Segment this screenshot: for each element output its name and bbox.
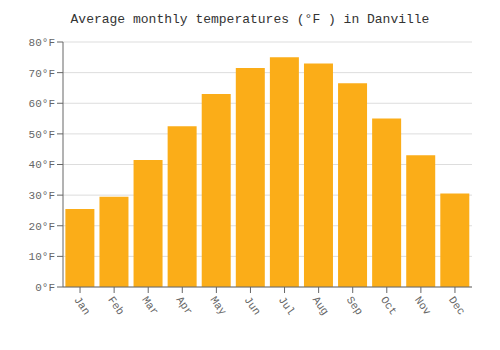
svg-text:30°F: 30°F <box>29 190 55 202</box>
svg-text:Dec: Dec <box>446 294 467 317</box>
html-text:Average monthly temperatures (: Average monthly temperatures (°F ) in Da… <box>70 12 430 27</box>
svg-text:50°F: 50°F <box>29 129 55 141</box>
svg-text:Jun: Jun <box>242 294 263 317</box>
svg-text:Sep: Sep <box>344 294 365 317</box>
svg-text:Apr: Apr <box>173 294 194 317</box>
svg-text:Nov: Nov <box>412 294 433 317</box>
svg-text:Aug: Aug <box>310 294 331 317</box>
svg-text:80°F: 80°F <box>29 37 55 49</box>
svg-text:Feb: Feb <box>105 294 126 317</box>
svg-text:20°F: 20°F <box>29 221 55 233</box>
svg-text:40°F: 40°F <box>29 159 55 171</box>
svg-text:Oct: Oct <box>378 294 399 317</box>
svg-text:0°F: 0°F <box>35 282 55 294</box>
svg-text:Jul: Jul <box>276 294 297 317</box>
svg-text:10°F: 10°F <box>29 251 55 263</box>
svg-text:Mar: Mar <box>139 294 160 317</box>
svg-text:Jan: Jan <box>71 294 92 317</box>
svg-text:70°F: 70°F <box>29 68 55 80</box>
svg-text:May: May <box>208 294 229 317</box>
svg-text:60°F: 60°F <box>29 98 55 110</box>
